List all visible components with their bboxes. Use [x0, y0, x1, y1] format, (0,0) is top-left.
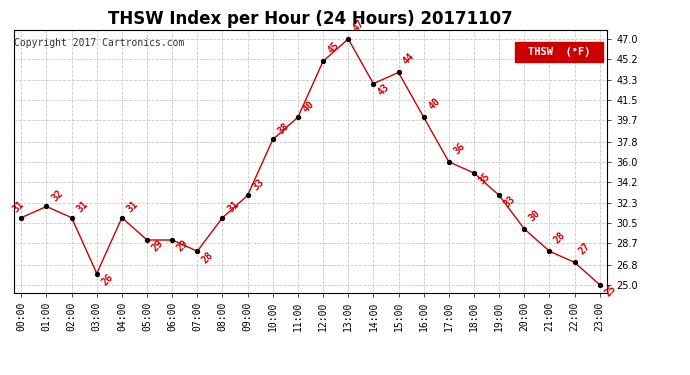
Point	[192, 248, 203, 254]
Text: 31: 31	[125, 200, 140, 215]
Point	[418, 114, 429, 120]
Text: 27: 27	[578, 242, 593, 257]
Text: 47: 47	[351, 18, 366, 33]
Point	[317, 58, 328, 64]
Text: 45: 45	[326, 40, 342, 56]
Text: THSW  (°F): THSW (°F)	[528, 46, 591, 57]
Text: 29: 29	[150, 238, 165, 254]
Text: 29: 29	[175, 238, 190, 254]
Text: 35: 35	[477, 171, 492, 187]
Point	[493, 192, 504, 198]
Point	[544, 248, 555, 254]
Text: 26: 26	[99, 272, 115, 287]
Point	[519, 226, 530, 232]
Text: 33: 33	[250, 177, 266, 192]
Point	[594, 282, 605, 288]
Text: 31: 31	[10, 200, 26, 215]
Point	[293, 114, 304, 120]
Text: 40: 40	[426, 96, 442, 112]
Point	[167, 237, 178, 243]
Text: 28: 28	[200, 250, 215, 265]
Point	[343, 36, 354, 42]
Text: Copyright 2017 Cartronics.com: Copyright 2017 Cartronics.com	[14, 38, 185, 48]
Point	[217, 214, 228, 220]
Text: 40: 40	[301, 99, 316, 114]
Point	[141, 237, 152, 243]
Point	[569, 260, 580, 266]
Text: 44: 44	[402, 51, 417, 67]
Point	[443, 159, 454, 165]
Point	[117, 214, 128, 220]
Text: 43: 43	[376, 82, 391, 98]
Point	[242, 192, 253, 198]
Point	[368, 81, 379, 87]
Point	[393, 69, 404, 75]
Text: 28: 28	[552, 230, 568, 246]
Text: 36: 36	[451, 141, 467, 156]
Text: 33: 33	[502, 194, 518, 209]
Text: 38: 38	[275, 121, 291, 137]
Point	[91, 270, 102, 276]
Title: THSW Index per Hour (24 Hours) 20171107: THSW Index per Hour (24 Hours) 20171107	[108, 10, 513, 28]
FancyBboxPatch shape	[515, 42, 603, 62]
Text: 31: 31	[75, 200, 90, 215]
Text: 25: 25	[602, 283, 618, 298]
Text: 30: 30	[527, 208, 542, 223]
Point	[16, 214, 27, 220]
Point	[469, 170, 480, 176]
Point	[66, 214, 77, 220]
Point	[267, 136, 278, 142]
Text: 32: 32	[49, 188, 65, 204]
Text: 31: 31	[225, 200, 241, 215]
Point	[41, 204, 52, 210]
